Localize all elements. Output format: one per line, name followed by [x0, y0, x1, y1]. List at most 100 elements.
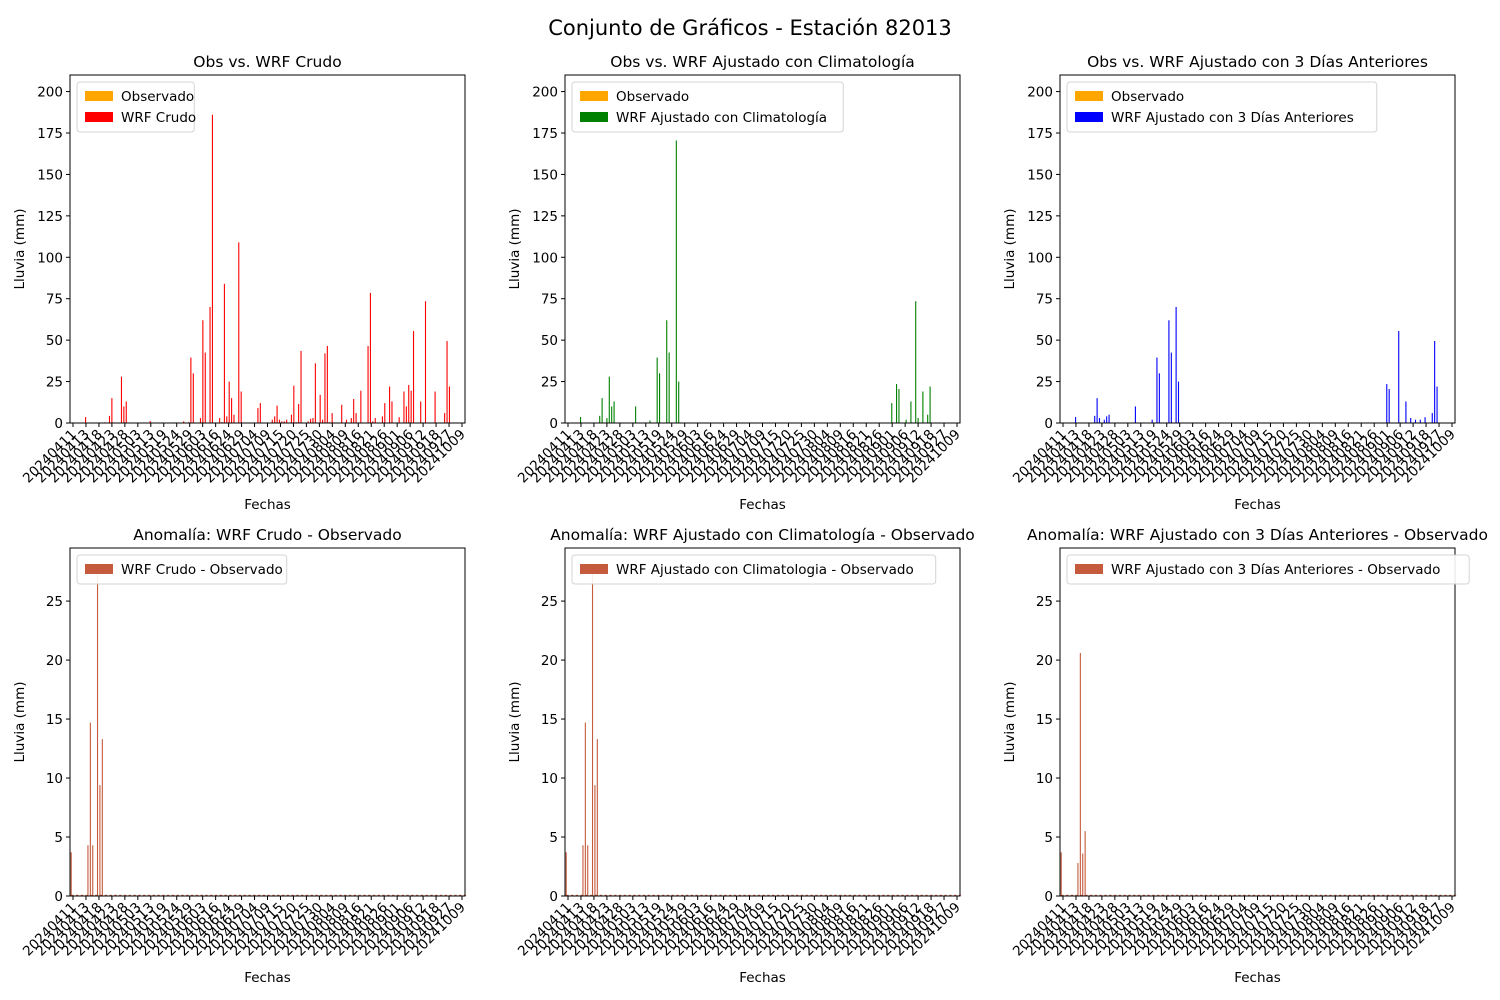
bar-series	[372, 421, 374, 423]
chart-title: Anomalía: WRF Crudo - Observado	[133, 526, 402, 544]
legend-swatch	[580, 91, 608, 101]
y-tick-label: 75	[541, 292, 558, 308]
bar-series	[898, 389, 900, 423]
bar-series	[183, 421, 185, 423]
bar-series	[1436, 386, 1438, 423]
y-tick-label: 50	[1036, 333, 1053, 349]
axes-frame	[564, 547, 961, 897]
bar-series	[917, 418, 919, 423]
bar-series	[276, 405, 278, 423]
y-tick-label: 20	[1036, 653, 1053, 669]
bar-series	[281, 421, 283, 423]
y-tick-label: 5	[1044, 830, 1053, 846]
bar-series	[1103, 419, 1105, 423]
bar-series	[599, 415, 601, 423]
legend-box	[571, 81, 844, 133]
bar-series	[350, 418, 352, 423]
bar-series	[199, 418, 202, 423]
chart-panel-6: Anomalía: WRF Ajustado con 3 Días Anteri…	[1002, 526, 1488, 986]
y-tick-label: 15	[1036, 712, 1053, 728]
bar-series	[1096, 398, 1098, 423]
bar-series	[910, 401, 912, 423]
y-tick-label: 15	[46, 712, 63, 728]
bar-series	[444, 413, 446, 423]
bar-series	[678, 381, 680, 423]
legend-box	[76, 554, 288, 585]
bar-series	[341, 404, 343, 423]
axes-frame	[69, 547, 466, 897]
y-tick-label: 100	[37, 250, 63, 266]
bar-series	[1106, 416, 1108, 423]
bar-series	[326, 345, 328, 423]
legend-swatch	[580, 112, 608, 122]
bar-series	[1170, 352, 1172, 423]
x-axis-label: Fechas	[739, 497, 786, 513]
y-tick-label: 150	[37, 167, 63, 183]
bar-series	[70, 852, 72, 896]
bar-series	[915, 301, 917, 423]
bar-series	[278, 419, 281, 423]
y-axis-label: Lluvia (mm)	[12, 682, 28, 763]
bar-series	[1168, 320, 1170, 423]
bar-series	[606, 418, 608, 423]
chart-panel-4: Anomalía: WRF Crudo - Observado 0 5 10 15 20 2…	[12, 526, 469, 986]
y-axis-label: Lluvia (mm)	[507, 209, 523, 290]
bar-series	[223, 283, 225, 423]
bar-series	[389, 386, 391, 423]
bar-series	[345, 419, 348, 423]
bar-series	[659, 373, 661, 423]
bar-series	[290, 414, 292, 423]
x-axis-label: Fechas	[244, 970, 291, 986]
bar-series	[405, 406, 407, 423]
y-tick-label: 25	[46, 375, 63, 391]
bar-series	[580, 417, 582, 423]
legend-swatch	[1075, 564, 1103, 574]
legend-box	[1066, 81, 1378, 133]
bar-series	[374, 418, 376, 423]
x-axis-label: Fechas	[1234, 497, 1281, 513]
bar-series	[369, 292, 371, 423]
bar-series	[238, 242, 240, 423]
bar-series	[896, 384, 898, 423]
legend-label: WRF Crudo - Observado	[121, 562, 283, 578]
legend-label: Observado	[121, 89, 194, 105]
bar-series	[1094, 415, 1096, 423]
bar-series	[314, 363, 316, 423]
bar-series	[1405, 401, 1407, 423]
x-axis-label: Fechas	[244, 497, 291, 513]
y-tick-label: 150	[1027, 167, 1053, 183]
bar-series	[209, 307, 211, 423]
bar-series	[601, 398, 603, 423]
y-tick-label: 175	[1027, 126, 1053, 142]
bar-series	[656, 357, 658, 423]
chart-panel-1: Obs vs. WRF Crudo02550751001251501752002…	[12, 53, 469, 513]
legend-swatch	[580, 564, 608, 574]
chart-panel-5: Anomalía: WRF Ajustado con Climatología …	[507, 526, 975, 986]
bar-series	[307, 421, 309, 423]
y-tick-label: 75	[46, 292, 63, 308]
bar-series	[87, 845, 89, 896]
legend-box	[1066, 554, 1470, 585]
legend-label: WRF Ajustado con Climatología	[616, 110, 827, 126]
bar-series	[613, 401, 615, 423]
y-tick-label: 15	[541, 712, 558, 728]
bar-series	[360, 390, 362, 423]
bar-series	[927, 414, 929, 423]
bar-series	[381, 416, 383, 423]
y-tick-label: 10	[46, 771, 63, 787]
bar-series	[608, 376, 610, 423]
bar-series	[1398, 331, 1400, 423]
bar-series	[1156, 357, 1158, 423]
bar-series	[403, 391, 405, 423]
y-tick-label: 125	[532, 209, 558, 225]
bar-series	[905, 419, 907, 423]
legend-box	[571, 554, 937, 585]
bar-series	[298, 403, 300, 423]
y-tick-label: 25	[541, 375, 558, 391]
bar-series	[324, 353, 326, 423]
bar-series	[408, 384, 410, 423]
bar-series	[635, 406, 637, 423]
x-axis-label: Fechas	[1234, 970, 1281, 986]
bar-series	[310, 418, 312, 423]
y-tick-label: 200	[37, 85, 63, 101]
